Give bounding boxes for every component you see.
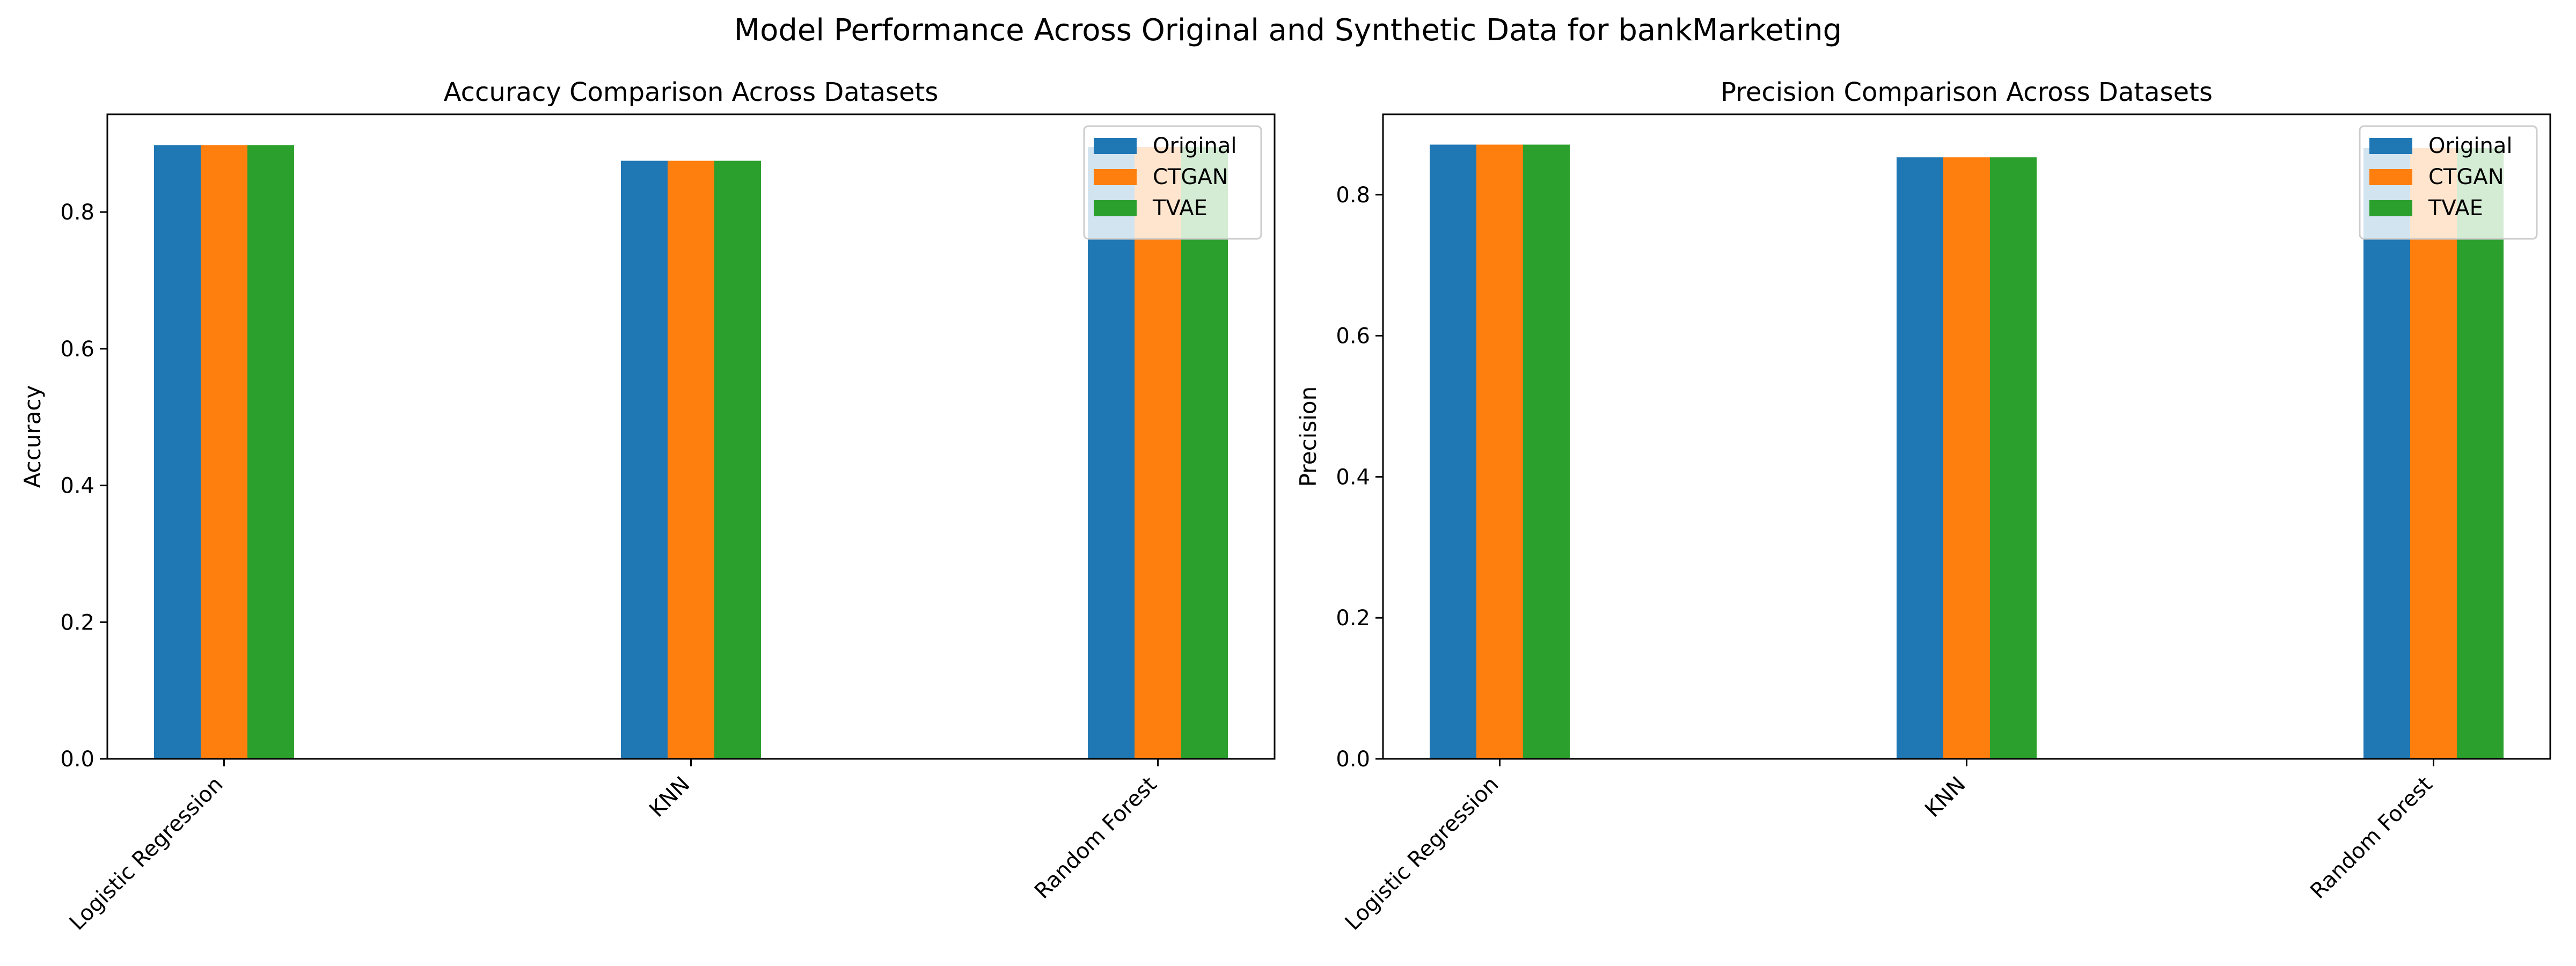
- legend-label: TVAE: [1152, 196, 1208, 221]
- legend-swatch-original: [2369, 138, 2412, 154]
- legend-label: CTGAN: [1153, 165, 1228, 189]
- bar-tvae: [2457, 148, 2504, 759]
- chart-title: Precision Comparison Across Datasets: [1721, 77, 2213, 107]
- bar-tvae: [714, 160, 761, 759]
- precision-chart: Precision Comparison Across Datasets 0.0 0…: [1295, 77, 2551, 935]
- accuracy-chart: Accuracy Comparison Across Datasets 0.0 0.…: [19, 77, 1276, 935]
- bar-tvae: [1523, 144, 1570, 759]
- legend: Original CTGAN TVAE: [2359, 125, 2538, 240]
- legend-swatch-tvae: [1094, 200, 1137, 216]
- x-tick-label: Logistic Regression: [65, 772, 228, 935]
- bar-ctgan: [201, 145, 247, 759]
- bar-original: [154, 145, 201, 759]
- legend-label: Original: [2428, 134, 2513, 158]
- x-tick-label: Logistic Regression: [1341, 772, 1504, 935]
- y-axis-label: Precision: [1295, 386, 1321, 487]
- legend: Original CTGAN TVAE: [1083, 125, 1262, 240]
- bar-original: [2363, 148, 2410, 759]
- legend-swatch-original: [1094, 138, 1137, 154]
- y-tick-label: 0.2: [1336, 606, 1370, 631]
- bar-tvae: [1990, 157, 2037, 759]
- bar-original: [1897, 157, 1943, 759]
- y-tick-label: 0.4: [1336, 465, 1370, 489]
- bar-original: [621, 160, 668, 759]
- legend-label: TVAE: [2428, 196, 2483, 221]
- y-tick-label: 0.4: [60, 474, 94, 499]
- bar-ctgan: [2410, 148, 2457, 759]
- bar-ctgan: [1476, 144, 1523, 759]
- bar-tvae: [1181, 147, 1228, 759]
- y-tick-label: 0.2: [60, 610, 94, 635]
- legend-label: Original: [1153, 134, 1237, 158]
- y-tick-label: 0.0: [60, 747, 94, 772]
- x-tick-label: KNN: [1920, 772, 1970, 822]
- x-tick-label: Random Forest: [1030, 772, 1161, 904]
- chart-title: Accuracy Comparison Across Datasets: [444, 77, 939, 107]
- legend-label: CTGAN: [2428, 165, 2504, 189]
- y-tick-label: 0.0: [1336, 747, 1370, 772]
- bar-ctgan: [1135, 147, 1181, 759]
- y-tick-label: 0.8: [1336, 183, 1370, 208]
- y-tick-label: 0.6: [60, 337, 94, 362]
- legend-swatch-ctgan: [2369, 169, 2412, 185]
- x-tick-label: KNN: [645, 772, 694, 822]
- bar-original: [1430, 144, 1476, 759]
- x-tick-label: Random Forest: [2306, 772, 2437, 904]
- bar-ctgan: [1943, 157, 1990, 759]
- bar-ctgan: [668, 160, 714, 759]
- y-tick-label: 0.8: [60, 200, 94, 225]
- y-axis-label: Accuracy: [19, 385, 46, 488]
- bar-original: [1088, 147, 1135, 759]
- figure-title: Model Performance Across Original and Sy…: [734, 13, 1842, 48]
- legend-swatch-ctgan: [1094, 169, 1137, 185]
- bar-tvae: [247, 145, 294, 759]
- legend-swatch-tvae: [2369, 200, 2412, 216]
- y-tick-label: 0.6: [1336, 324, 1370, 349]
